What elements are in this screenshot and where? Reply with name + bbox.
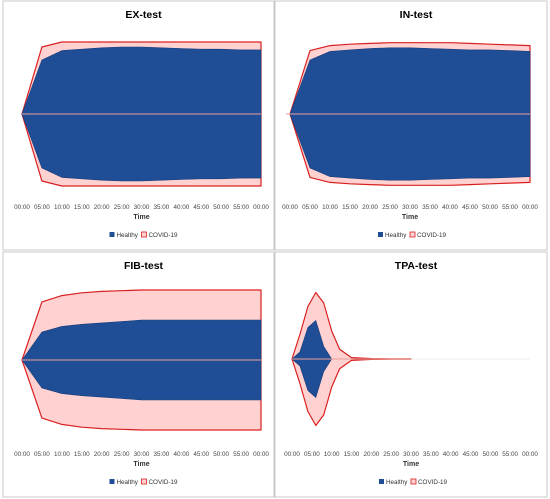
tpa-test-x-tick: 15:00 xyxy=(344,451,360,458)
tpa-test-legend-healthy-swatch xyxy=(379,479,384,484)
fib-test-x-tick: 45:00 xyxy=(193,451,209,458)
tpa-test-x-tick: 00:00 xyxy=(522,451,538,458)
in-test-x-tick: 00:00 xyxy=(522,204,538,211)
fib-test-x-tick: 00:00 xyxy=(14,451,30,458)
tpa-test-legend-healthy-label: Healthy xyxy=(386,479,408,486)
ex-test-legend-healthy-swatch xyxy=(109,232,115,237)
in-test-legend-covid-swatch xyxy=(409,231,416,238)
tpa-test-x-tick: 05:00 xyxy=(304,451,320,458)
tpa-test-x-tick: 25:00 xyxy=(383,451,399,458)
ex-test-x-tick: 25:00 xyxy=(114,204,130,211)
ex-test-x-tick: 15:00 xyxy=(74,204,90,211)
ex-test-legend-healthy-label: Healthy xyxy=(117,232,139,239)
ex-test-x-tick: 00:00 xyxy=(14,204,30,211)
in-test-x-tick: 50:00 xyxy=(482,204,498,211)
fib-test-x-tick: 05:00 xyxy=(34,451,50,458)
in-test-x-tick: 30:00 xyxy=(402,204,418,211)
in-test-x-tick: 15:00 xyxy=(342,204,358,211)
fib-test-x-tick: 30:00 xyxy=(134,451,150,458)
in-test-x-tick: 25:00 xyxy=(382,204,398,211)
in-test-x-tick: 45:00 xyxy=(462,204,478,211)
tpa-test-x-tick: 45:00 xyxy=(463,451,479,458)
in-test-x-tick: 55:00 xyxy=(502,204,518,211)
in-test-x-tick: 05:00 xyxy=(302,204,318,211)
fib-test-x-tick: 10:00 xyxy=(54,451,70,458)
tpa-test-x-tick: 55:00 xyxy=(502,451,518,458)
fib-test-x-tick: 20:00 xyxy=(94,451,110,458)
in-test-x-tick: 00:00 xyxy=(282,204,298,211)
ex-test-x-tick: 30:00 xyxy=(134,204,150,211)
ex-test-x-tick: 00:00 xyxy=(253,204,269,211)
fib-test-x-tick: 35:00 xyxy=(154,451,170,458)
tpa-test-x-tick: 00:00 xyxy=(284,451,300,458)
in-test-title: IN-test xyxy=(400,9,433,21)
tpa-test-x-tick: 10:00 xyxy=(324,451,340,458)
fib-test-legend-covid-swatch xyxy=(141,478,147,485)
in-test-x-tick: 40:00 xyxy=(442,204,458,211)
tpa-test-x-tick: 35:00 xyxy=(423,451,439,458)
fib-test-x-tick: 55:00 xyxy=(233,451,249,458)
tpa-test-x-tick: 20:00 xyxy=(363,451,379,458)
tpa-test-x-axis-label: Time xyxy=(403,461,419,468)
fib-test-legend-healthy-swatch xyxy=(109,479,115,484)
ex-test-x-tick: 05:00 xyxy=(34,204,50,211)
fib-test-x-tick: 00:00 xyxy=(253,451,269,458)
fib-test-legend-covid-label: COVID-19 xyxy=(149,479,179,486)
tpa-test-x-tick: 40:00 xyxy=(443,451,459,458)
ex-test-x-tick: 50:00 xyxy=(213,204,229,211)
tpa-test-legend-covid-label: COVID-19 xyxy=(418,479,448,486)
tpa-test-x-tick: 50:00 xyxy=(482,451,498,458)
fib-test-x-tick: 25:00 xyxy=(114,451,130,458)
ex-test-x-tick: 10:00 xyxy=(54,204,70,211)
ex-test-x-tick: 55:00 xyxy=(233,204,249,211)
in-test-x-tick: 20:00 xyxy=(362,204,378,211)
in-test-x-tick: 35:00 xyxy=(422,204,438,211)
fib-test-x-tick: 15:00 xyxy=(74,451,90,458)
ex-test-x-tick: 40:00 xyxy=(173,204,189,211)
ex-test-x-tick: 35:00 xyxy=(154,204,170,211)
in-test-legend-covid-label: COVID-19 xyxy=(417,232,447,239)
fib-test-title: FIB-test xyxy=(124,260,164,272)
in-test-legend-healthy-swatch xyxy=(378,232,383,237)
tpa-test-x-tick: 30:00 xyxy=(403,451,419,458)
ex-test-title: EX-test xyxy=(125,9,162,21)
ex-test-x-tick: 20:00 xyxy=(94,204,110,211)
in-test-legend-healthy-label: Healthy xyxy=(385,232,407,239)
ex-test-x-tick: 45:00 xyxy=(193,204,209,211)
tpa-test-legend-covid-swatch xyxy=(410,478,417,485)
fib-test-x-tick: 50:00 xyxy=(213,451,229,458)
tpa-test-title: TPA-test xyxy=(395,260,438,272)
fib-test-legend-healthy-label: Healthy xyxy=(117,479,139,486)
tpa-test-panel-frame xyxy=(274,251,548,498)
in-test-x-tick: 10:00 xyxy=(322,204,338,211)
in-test-x-axis-label: Time xyxy=(402,214,418,221)
fib-test-x-axis-label: Time xyxy=(133,461,149,468)
ex-test-legend-covid-swatch xyxy=(141,231,147,238)
ex-test-x-axis-label: Time xyxy=(133,214,149,221)
fib-test-x-tick: 40:00 xyxy=(173,451,189,458)
ex-test-legend-covid-label: COVID-19 xyxy=(149,232,179,239)
